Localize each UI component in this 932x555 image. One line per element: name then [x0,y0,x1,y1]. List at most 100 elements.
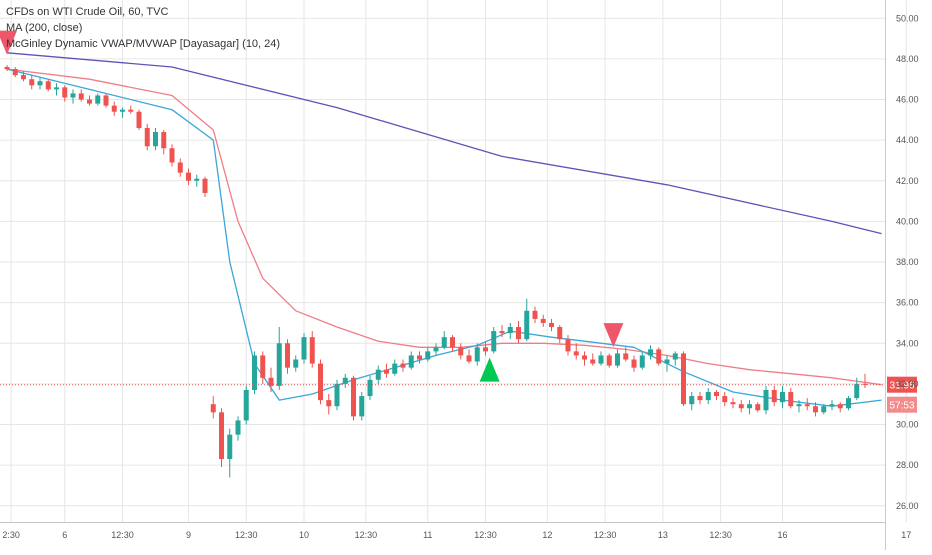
candle-body [639,355,645,368]
candle-body [219,412,224,460]
candle-body [186,172,191,181]
candle-body [697,396,703,401]
candle-body [788,392,794,407]
candle-body [466,355,472,362]
candle-body [565,339,571,352]
candle-body [169,148,175,163]
legend-title[interactable]: CFDs on WTI Crude Oil, 60, TVC [6,6,169,18]
x-tick-label: 12:30 [474,530,497,540]
x-tick-label: 12:30 [111,530,134,540]
candle-body [648,349,653,356]
signals-layer [0,30,624,382]
ma-200-line [6,52,882,235]
candle-body [70,93,76,98]
x-tick-label: 11 [423,530,432,540]
x-tick-label: 6 [62,530,67,540]
candle-body [540,318,546,323]
candle-body [780,392,785,403]
candle-body [474,347,480,362]
candle-body [111,105,117,112]
candle-body [516,327,521,340]
y-tick-label: 50.00 [896,13,919,23]
candle-body [425,351,431,360]
x-axis[interactable]: 2:30 6 12:30 9 12:30 10 12:30 11 12:30 12 12:30 13 1… [0,522,911,541]
candle-body [408,355,414,368]
candle-body [491,331,497,352]
candle-body [689,396,695,405]
candle-body [557,327,563,340]
candle-body [615,353,620,366]
candle-body [714,392,719,397]
candle-body [829,404,835,407]
candle-body [359,396,365,417]
y-axis[interactable]: 26.00 28.00 30.00 32.00 34.00 36.00 38.00 40.00… [885,0,919,550]
candle-body [301,337,307,360]
y-tick-label: 38.00 [896,257,919,267]
y-tick-label: 42.00 [896,176,919,186]
candle-body [351,377,356,417]
candle-body [524,310,530,340]
x-tick-label: 12 [542,530,552,540]
candle-body [846,398,851,409]
candle-body [582,355,587,360]
y-tick-label: 28.00 [896,460,919,470]
candle-body [417,355,422,360]
candle-body [326,400,332,407]
candle-body [837,404,843,409]
candle-body [631,359,637,368]
x-tick-label: 9 [186,530,191,540]
candle-body [821,406,827,413]
candle-body [210,404,216,413]
y-tick-label: 30.00 [896,420,919,430]
candle-body [771,389,777,403]
candle-body [813,406,818,413]
candle-body [549,322,554,328]
candle-body [598,355,604,364]
candle-body [656,349,662,364]
candle-body [260,355,266,378]
candle-body [243,389,249,421]
candle-body [153,132,158,147]
candle-body [730,402,736,405]
candle-body [194,178,200,181]
y-tick-label: 26.00 [896,501,919,511]
candle-body [62,87,68,98]
y-tick-label: 34.00 [896,338,919,348]
candle-body [95,95,101,104]
candle-body [755,404,761,411]
candle-body [796,404,802,407]
countdown-label: 57:53 [889,401,914,412]
candle-body [400,363,406,368]
x-tick-label: 16 [777,530,787,540]
y-tick-label: 40.00 [896,216,919,226]
candle-body [29,79,35,86]
candle-body [722,396,728,403]
candle-body [532,310,538,319]
candle-body [392,363,398,374]
legend: CFDs on WTI Crude Oil, 60, TVC MA (200, … [6,4,280,52]
x-tick-label: 10 [299,530,309,540]
candle-body [227,434,233,460]
candle-body [54,87,59,90]
candle-body [309,337,315,364]
candle-body [12,69,18,76]
legend-ma[interactable]: MA (200, close) [6,22,83,34]
candle-body [375,369,381,380]
legend-vwap[interactable]: McGinley Dynamic VWAP/MVWAP [Dayasagar] … [6,38,281,50]
sell-signal-marker [603,323,624,348]
candle-body [334,383,340,407]
candles-layer[interactable] [4,64,868,478]
candle-body [681,353,686,405]
candle-body [21,75,26,80]
candle-body [672,353,678,360]
candle-body [87,99,92,104]
candle-body [763,389,769,411]
price-badge-label: 31.96 [889,381,914,392]
candle-body [318,363,323,401]
candle-body [252,355,257,390]
candle-body [268,377,274,386]
y-tick-label: 46.00 [896,95,919,105]
candle-body [144,127,150,147]
